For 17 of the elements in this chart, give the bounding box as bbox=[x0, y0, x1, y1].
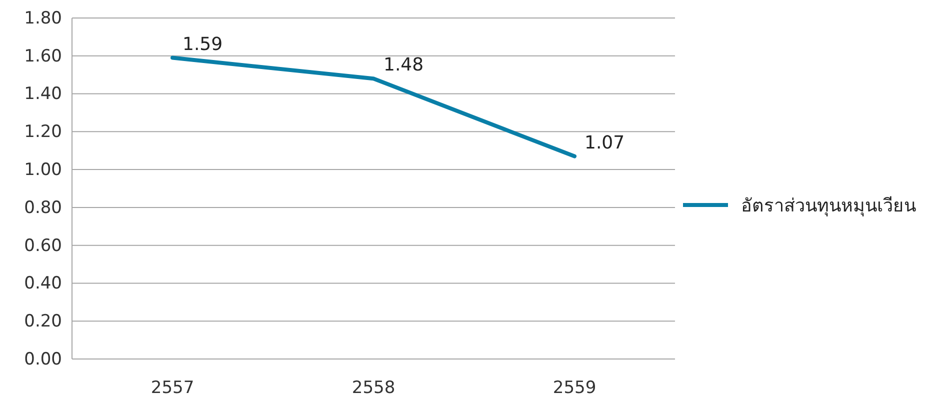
x-tick-label: 2559 bbox=[552, 378, 596, 398]
y-tick-label: 1.60 bbox=[24, 46, 62, 66]
x-tick-label: 2557 bbox=[150, 378, 194, 398]
data-label: 1.59 bbox=[182, 34, 223, 55]
y-tick-label: 0.80 bbox=[24, 198, 62, 218]
y-tick-label: 1.80 bbox=[24, 8, 62, 28]
y-tick-label: 0.60 bbox=[24, 236, 62, 256]
y-tick-label: 0.00 bbox=[24, 349, 62, 370]
legend-label: อัตราส่วนทุนหมุนเวียน bbox=[741, 195, 916, 216]
y-tick-label: 0.20 bbox=[24, 312, 62, 332]
y-tick-label: 0.40 bbox=[24, 274, 62, 294]
y-tick-label: 1.40 bbox=[24, 84, 62, 104]
data-label: 1.48 bbox=[384, 54, 424, 76]
data-label: 1.07 bbox=[584, 132, 625, 154]
y-tick-label: 1.00 bbox=[24, 160, 62, 180]
y-tick-label: 1.20 bbox=[24, 122, 62, 142]
x-tick-label: 2558 bbox=[352, 378, 396, 398]
